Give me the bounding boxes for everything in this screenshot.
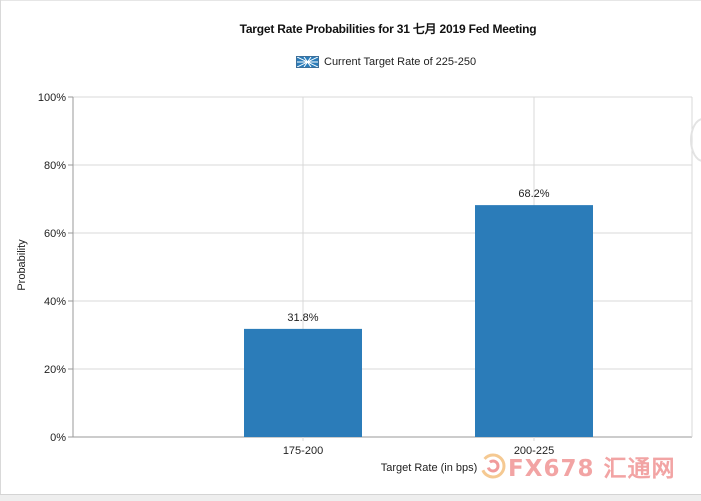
chart-title: Target Rate Probabilities for 31 七月 2019… (239, 22, 537, 36)
bottom-strip (0, 494, 701, 501)
y-tick-label: 80% (44, 160, 66, 172)
watermark-text: FX678 汇通网 (508, 456, 676, 482)
data-labels: 31.8% 68.2% (287, 188, 549, 324)
top-border (0, 0, 701, 1)
y-tick-labels: 0% 20% 40% 60% 80% 100% (38, 92, 66, 444)
y-tick-label: 0% (50, 432, 66, 444)
y-axis-label: Probability (16, 239, 28, 291)
data-label: 68.2% (518, 188, 549, 200)
bars (244, 205, 593, 437)
legend-label: Current Target Rate of 225-250 (324, 56, 477, 68)
x-axis-label: Target Rate (in bps) (380, 462, 478, 474)
left-border (0, 0, 1, 494)
fx678-swirl-logo-icon (480, 453, 506, 479)
x-tick-label: 200-225 (514, 445, 554, 457)
y-tick-label: 60% (44, 228, 66, 240)
y-tick-label: 100% (38, 92, 66, 104)
grid-lines (68, 96, 693, 441)
y-tick-label: 20% (44, 364, 66, 376)
bar (244, 328, 362, 437)
legend-swatch-icon (296, 56, 319, 68)
x-tick-label: 175-200 (283, 445, 323, 457)
x-tick-labels: 175-200 200-225 (283, 445, 554, 457)
data-label: 31.8% (287, 312, 318, 324)
bar (475, 205, 593, 437)
y-tick-label: 40% (44, 296, 66, 308)
watermark: FX678 汇通网 (478, 449, 675, 483)
legend[interactable]: Current Target Rate of 225-250 (296, 55, 476, 69)
